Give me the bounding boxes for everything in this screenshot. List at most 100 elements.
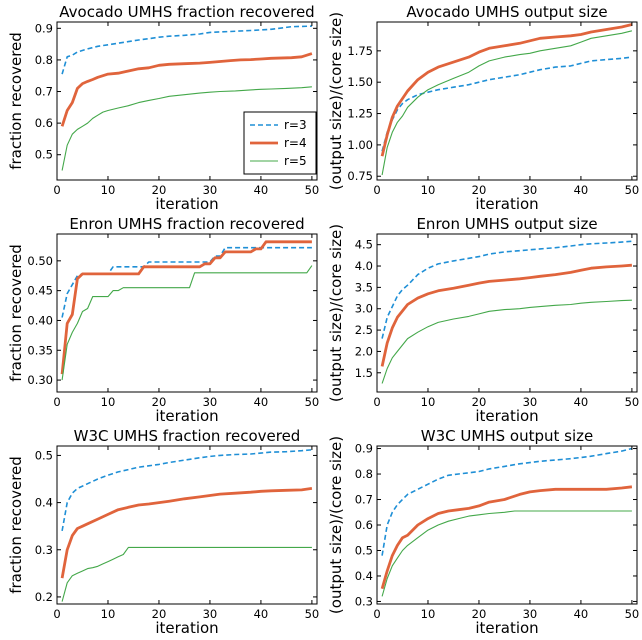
y-tick-label: 0.75	[347, 169, 373, 183]
series-line-r3	[381, 240, 632, 339]
x-tick-label: 40	[574, 607, 589, 621]
series-line-r4	[380, 263, 633, 367]
plot-frame	[56, 445, 318, 605]
chart-title: Enron UMHS fraction recovered	[69, 215, 304, 233]
x-axis-label: iteration	[475, 619, 538, 637]
y-tick-label: 1.00	[347, 138, 373, 152]
y-tick-label: 1.50	[347, 75, 373, 89]
legend: r=3 r=4 r=5	[243, 111, 317, 175]
y-axis-label: fraction recovered	[7, 32, 25, 170]
plot-frame	[56, 21, 318, 181]
y-tick-label: 0.3	[35, 543, 53, 557]
y-axis-label: (output size)/(core size)	[327, 12, 345, 190]
y-tick-label: 0.5	[355, 543, 373, 557]
legend-label-r5: r=5	[284, 154, 307, 168]
series-line-r5	[381, 510, 632, 597]
x-tick-label: 10	[101, 183, 116, 197]
x-tick-label: 0	[53, 183, 60, 197]
y-tick-label: 0.7	[35, 85, 53, 99]
panel-4: 0 10 20 30 40 50 1.5 2.0 2.5 3.0 3.5 4.0 4.5 Enron UM…	[327, 215, 639, 425]
x-tick-label: 50	[625, 607, 640, 621]
series-line-r3	[61, 449, 312, 532]
plot-frame	[376, 233, 638, 393]
series-line-r5	[61, 265, 313, 381]
x-tick-label: 40	[574, 395, 589, 409]
x-tick-label: 0	[53, 607, 60, 621]
x-tick-label: 20	[472, 395, 487, 409]
x-tick-label: 30	[523, 183, 538, 197]
x-tick-label: 50	[305, 395, 320, 409]
x-tick-label: 0	[373, 183, 380, 197]
x-tick-label: 20	[152, 607, 167, 621]
x-tick-label: 10	[101, 607, 116, 621]
x-tick-label: 40	[254, 183, 269, 197]
x-tick-label: 10	[101, 395, 116, 409]
series-line-r4	[380, 23, 633, 157]
y-tick-label: 0.9	[355, 442, 373, 456]
series-line-r3	[381, 56, 633, 152]
x-tick-label: 20	[472, 607, 487, 621]
y-tick-label: 0.6	[355, 518, 373, 532]
y-tick-label: 0.40	[27, 313, 53, 327]
x-tick-label: 50	[305, 183, 320, 197]
y-tick-label: 0.5	[35, 148, 53, 162]
chart-title: Avocado UMHS fraction recovered	[59, 3, 314, 21]
x-tick-label: 40	[254, 607, 269, 621]
legend-label-r3: r=3	[284, 118, 307, 132]
y-axis-label: (output size)/(core size)	[327, 224, 345, 402]
x-axis-label: iteration	[155, 407, 218, 425]
x-tick-label: 0	[373, 607, 380, 621]
y-tick-label: 0.9	[35, 21, 53, 35]
chart-title: W3C UMHS output size	[421, 427, 593, 445]
x-tick-label: 30	[523, 607, 538, 621]
y-axis-label: (output size)/(core size)	[327, 436, 345, 614]
legend-label-r4: r=4	[284, 136, 307, 150]
y-tick-label: 0.7	[355, 493, 373, 507]
series-line-r5	[381, 299, 632, 384]
x-tick-label: 30	[203, 395, 218, 409]
x-axis-label: iteration	[155, 195, 218, 213]
y-tick-label: 4.5	[355, 238, 373, 252]
y-tick-label: 1.75	[347, 44, 373, 58]
x-tick-label: 10	[421, 395, 436, 409]
x-tick-label: 50	[625, 395, 640, 409]
y-tick-label: 0.2	[35, 590, 53, 604]
series-line-r3	[61, 25, 312, 75]
panel-1: 0 10 20 30 40 50 0.5 0.6 0.7 0.8 0.9 Avocado UMHS f…	[7, 3, 319, 213]
x-axis-label: iteration	[155, 619, 218, 637]
x-tick-label: 30	[203, 183, 218, 197]
panel-2: 0 10 20 30 40 50 0.75 1.00 1.25 1.50 1.75 Avocado U…	[327, 3, 639, 213]
y-tick-label: 0.35	[27, 343, 53, 357]
x-tick-label: 0	[373, 395, 380, 409]
panel-5: 0 10 20 30 40 50 0.2 0.3 0.4 0.5 W3C UMHS fraction…	[7, 427, 319, 637]
chart-title: Avocado UMHS output size	[406, 3, 607, 21]
x-tick-label: 50	[305, 607, 320, 621]
y-tick-label: 0.6	[35, 116, 53, 130]
x-tick-label: 10	[421, 183, 436, 197]
y-tick-label: 3.0	[355, 302, 373, 316]
x-tick-label: 40	[254, 395, 269, 409]
y-tick-label: 0.5	[35, 448, 53, 462]
y-tick-label: 0.30	[27, 373, 53, 387]
series-line-r4	[60, 52, 313, 127]
series-line-r4	[380, 485, 633, 590]
x-tick-label: 20	[152, 395, 167, 409]
y-tick-label: 0.8	[35, 53, 53, 67]
x-tick-label: 10	[421, 607, 436, 621]
series-line-r5	[61, 86, 312, 171]
x-axis-label: iteration	[475, 195, 538, 213]
series-line-r3	[381, 447, 633, 556]
y-tick-label: 0.4	[355, 569, 373, 583]
y-tick-label: 1.25	[347, 107, 373, 121]
x-tick-label: 0	[53, 395, 60, 409]
y-tick-label: 2.0	[355, 344, 373, 358]
y-tick-label: 1.5	[355, 366, 373, 380]
y-axis-label: fraction recovered	[7, 244, 25, 382]
series-line-r3	[61, 246, 312, 318]
series-line-r5	[381, 30, 633, 176]
y-tick-label: 0.8	[355, 467, 373, 481]
x-tick-label: 40	[574, 183, 589, 197]
y-axis-label: fraction recovered	[7, 456, 25, 594]
y-tick-label: 0.3	[355, 594, 373, 608]
x-tick-label: 20	[472, 183, 487, 197]
